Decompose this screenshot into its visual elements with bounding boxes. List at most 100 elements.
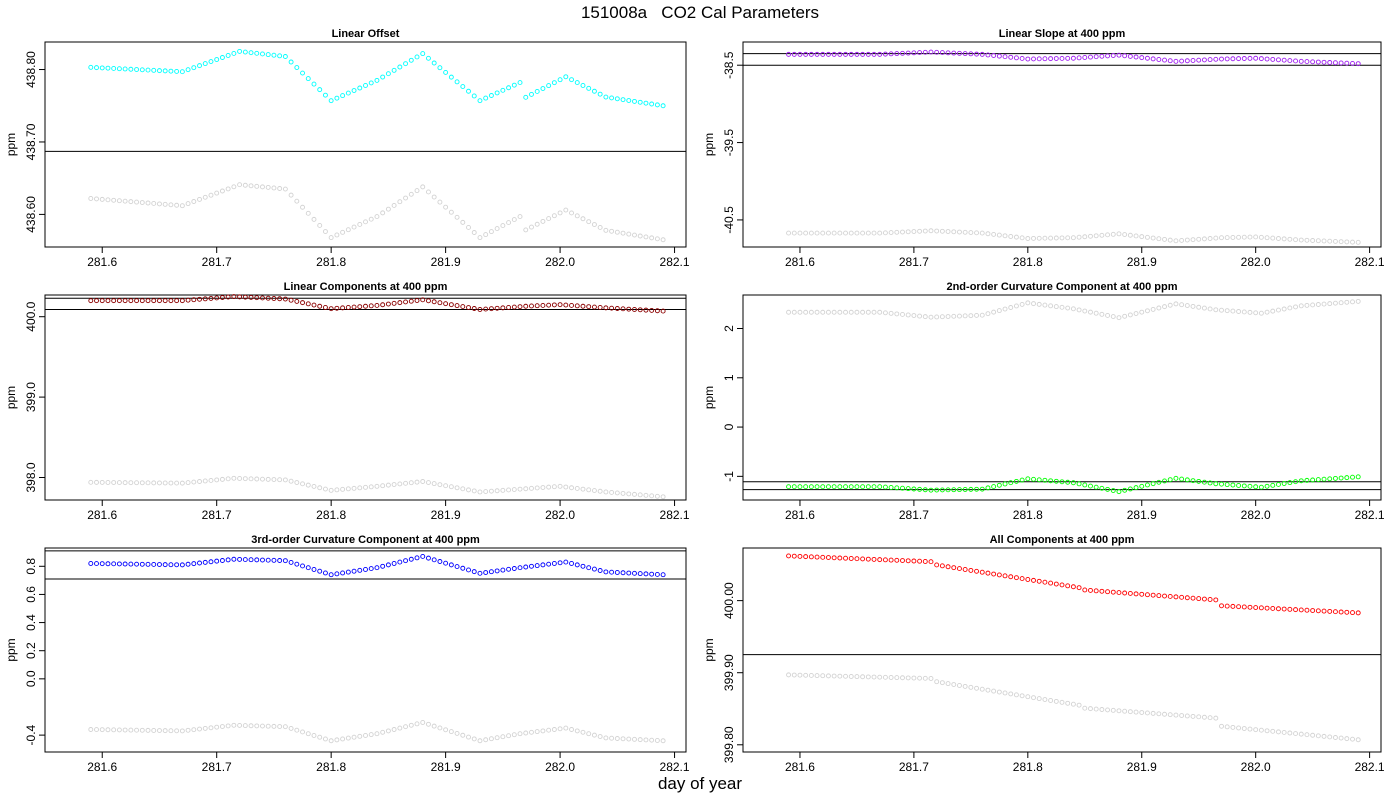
data-point — [574, 80, 580, 86]
data-point — [1059, 699, 1065, 705]
data-point — [202, 194, 208, 200]
data-point — [500, 567, 506, 573]
data-point — [968, 51, 974, 57]
data-point — [414, 721, 420, 727]
data-point — [460, 486, 466, 492]
data-point — [586, 85, 592, 91]
data-point — [260, 557, 265, 563]
data-point — [1122, 313, 1128, 319]
data-point — [1144, 482, 1150, 488]
data-point — [649, 235, 655, 241]
data-point — [1236, 725, 1242, 731]
data-point — [294, 727, 300, 733]
data-point — [529, 303, 534, 309]
data-point — [231, 294, 237, 300]
series-1 — [88, 553, 666, 578]
data-point — [1002, 690, 1008, 696]
data-point — [1338, 239, 1344, 245]
data-point — [99, 196, 105, 202]
data-point — [1298, 237, 1304, 243]
data-point — [345, 90, 351, 96]
data-point — [431, 481, 437, 487]
data-point — [791, 309, 797, 315]
data-point — [1219, 307, 1224, 313]
data-point — [934, 228, 940, 234]
data-point — [351, 734, 357, 740]
data-point — [962, 229, 968, 235]
data-point — [643, 100, 649, 106]
data-point — [871, 230, 877, 236]
data-point — [660, 738, 666, 744]
data-point — [534, 563, 540, 569]
data-point — [225, 557, 231, 563]
data-point — [1304, 237, 1310, 243]
data-point — [905, 312, 911, 318]
data-point — [1304, 607, 1310, 613]
data-point — [534, 221, 540, 227]
data-point — [962, 683, 968, 689]
data-point — [974, 51, 980, 57]
x-tick-label: 281.7 — [899, 255, 929, 269]
series-2 — [88, 720, 666, 744]
data-point — [1224, 724, 1230, 730]
data-point — [471, 93, 477, 99]
x-axis-title: day of year — [657, 774, 743, 793]
data-point — [620, 570, 626, 576]
data-point — [300, 563, 305, 569]
data-point — [300, 300, 305, 306]
data-point — [1144, 234, 1150, 240]
data-point — [649, 307, 655, 313]
x-tick-label: 281.9 — [1127, 255, 1157, 269]
data-point — [1253, 605, 1259, 611]
data-point — [586, 487, 592, 493]
data-point — [591, 304, 597, 310]
data-point — [957, 229, 962, 235]
data-point — [385, 301, 391, 307]
panel-4: 2nd-order Curvature Component at 400 ppm… — [702, 281, 1385, 522]
data-point — [328, 487, 334, 493]
data-point — [242, 294, 248, 300]
data-point — [917, 558, 923, 564]
data-point — [620, 230, 626, 236]
data-point — [934, 487, 940, 493]
data-point — [1298, 607, 1304, 613]
data-point — [1036, 477, 1042, 483]
data-point — [837, 555, 843, 561]
data-point — [242, 723, 248, 729]
data-point — [477, 738, 483, 744]
data-point — [1315, 302, 1321, 307]
data-point — [1053, 478, 1059, 484]
data-point — [1327, 60, 1333, 65]
data-point — [1298, 303, 1304, 309]
data-point — [643, 737, 649, 743]
data-point — [808, 554, 814, 560]
data-point — [843, 673, 848, 679]
data-point — [277, 53, 283, 59]
data-point — [94, 561, 99, 567]
data-point — [145, 67, 151, 73]
data-point — [523, 564, 529, 570]
data-point — [488, 306, 494, 312]
data-point — [928, 559, 934, 565]
data-point — [951, 682, 957, 687]
data-point — [1093, 54, 1099, 60]
y-tick-label: 438.70 — [24, 123, 38, 160]
x-tick-label: 281.8 — [1013, 255, 1043, 269]
data-point — [105, 561, 111, 567]
data-point — [443, 301, 449, 307]
data-point — [1213, 307, 1219, 313]
data-point — [414, 555, 420, 561]
data-point — [626, 306, 632, 312]
data-point — [111, 197, 117, 203]
data-point — [1321, 733, 1327, 739]
data-point — [282, 296, 288, 302]
data-point — [1253, 310, 1259, 316]
data-point — [179, 728, 185, 734]
series-2 — [786, 298, 1361, 321]
series-1 — [786, 553, 1361, 616]
data-point — [1213, 235, 1219, 241]
data-point — [363, 567, 368, 572]
data-point — [1156, 57, 1162, 62]
data-point — [1213, 597, 1219, 603]
data-point — [1105, 232, 1111, 238]
